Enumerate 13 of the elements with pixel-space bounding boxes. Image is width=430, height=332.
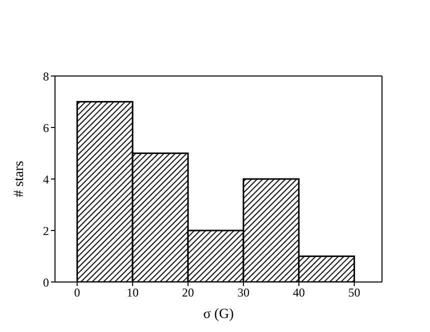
x-tick-label: 30 (237, 286, 250, 300)
x-tick-label: 20 (182, 286, 194, 300)
y-tick-label: 8 (43, 69, 49, 84)
y-axis-title: # stars (12, 160, 27, 198)
y-tick-label: 2 (43, 224, 49, 238)
y-tick-label: 4 (43, 172, 49, 186)
x-tick-label: 10 (126, 286, 139, 300)
x-tick-label: 50 (348, 286, 360, 300)
y-tick-label: 0 (43, 275, 49, 290)
x-tick-label: 40 (292, 286, 305, 300)
y-tick-label: 6 (43, 120, 49, 135)
x-tick-label: 0 (74, 286, 80, 300)
x-axis-title: σ (G) (203, 307, 234, 322)
